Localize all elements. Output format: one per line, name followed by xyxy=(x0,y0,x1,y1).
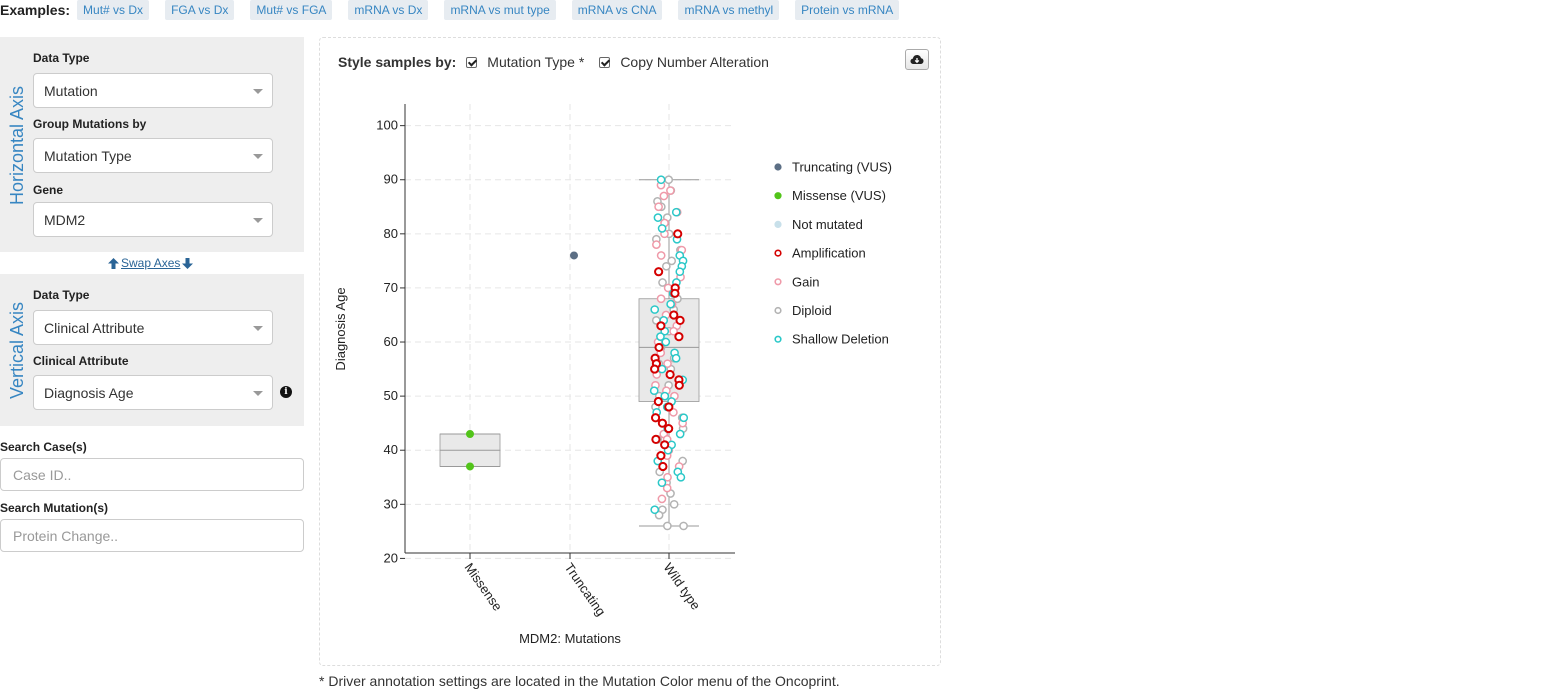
example-link[interactable]: mRNA vs mut type xyxy=(444,0,556,20)
group-mutations-label: Group Mutations by xyxy=(33,117,147,131)
clinical-attribute-select[interactable]: Diagnosis Age xyxy=(33,375,273,410)
horizontal-data-type-select[interactable]: Mutation xyxy=(33,73,273,108)
example-link[interactable]: FGA vs Dx xyxy=(165,0,235,20)
mutation-type-checkbox-label: Mutation Type * xyxy=(487,54,585,70)
example-link[interactable]: Protein vs mRNA xyxy=(795,0,900,20)
style-samples-title: Style samples by: xyxy=(338,54,457,70)
examples-bar: Examples: Mut# vs Dx FGA vs Dx Mut# vs F… xyxy=(0,0,915,20)
select-value: Mutation xyxy=(44,82,98,99)
cna-checkbox[interactable] xyxy=(599,56,611,68)
cloud-download-icon xyxy=(910,55,924,64)
examples-label: Examples: xyxy=(0,2,71,18)
chevron-down-icon xyxy=(253,89,263,94)
swap-axes-label: Swap Axes xyxy=(121,256,181,270)
select-value: Clinical Attribute xyxy=(44,319,145,336)
search-cases-label: Search Case(s) xyxy=(0,440,87,454)
clinical-attribute-label: Clinical Attribute xyxy=(33,354,129,368)
gene-select[interactable]: MDM2 xyxy=(33,202,273,237)
horizontal-axis-title: Horizontal Axis xyxy=(7,85,27,205)
gene-label: Gene xyxy=(33,183,64,197)
cna-checkbox-label: Copy Number Alteration xyxy=(620,54,769,70)
arrow-down-icon xyxy=(182,257,194,269)
example-link[interactable]: Mut# vs FGA xyxy=(250,0,333,20)
vertical-axis-title: Vertical Axis xyxy=(7,301,27,399)
info-icon[interactable]: i xyxy=(280,386,292,398)
chevron-down-icon xyxy=(253,218,263,223)
data-type-label: Data Type xyxy=(33,51,90,65)
data-type-label: Data Type xyxy=(33,288,90,302)
vertical-data-type-select[interactable]: Clinical Attribute xyxy=(33,310,273,345)
example-link[interactable]: mRNA vs CNA xyxy=(571,0,663,20)
style-samples-row: Style samples by: Mutation Type * Copy N… xyxy=(338,54,784,70)
chevron-down-icon xyxy=(253,326,263,331)
plot-container: Style samples by: Mutation Type * Copy N… xyxy=(319,37,941,666)
mutation-type-checkbox[interactable] xyxy=(466,56,478,68)
example-link[interactable]: Mut# vs Dx xyxy=(77,0,150,20)
footnote: * Driver annotation settings are located… xyxy=(319,673,840,689)
chevron-down-icon xyxy=(253,391,263,396)
search-cases-input[interactable] xyxy=(0,458,304,491)
horizontal-axis-panel: Horizontal Axis Data Type Mutation Group… xyxy=(0,37,304,252)
vertical-axis-panel: Vertical Axis Data Type Clinical Attribu… xyxy=(0,274,304,426)
search-mutations-input[interactable] xyxy=(0,519,304,552)
example-link[interactable]: mRNA vs methyl xyxy=(678,0,780,20)
chevron-down-icon xyxy=(253,154,263,159)
arrow-up-icon xyxy=(108,257,119,269)
group-mutations-select[interactable]: Mutation Type xyxy=(33,138,273,173)
download-button[interactable] xyxy=(905,49,929,70)
search-mutations-label: Search Mutation(s) xyxy=(0,501,109,515)
select-value: MDM2 xyxy=(44,211,86,228)
swap-axes-button[interactable]: Swap Axes xyxy=(108,256,194,270)
example-link[interactable]: mRNA vs Dx xyxy=(348,0,429,20)
select-value: Mutation Type xyxy=(44,147,132,164)
select-value: Diagnosis Age xyxy=(44,384,134,401)
